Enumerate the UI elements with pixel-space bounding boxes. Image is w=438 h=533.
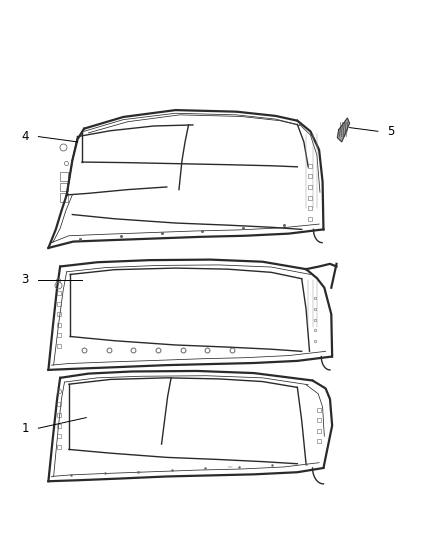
Text: 4: 4 bbox=[21, 130, 29, 143]
Text: 5: 5 bbox=[387, 125, 395, 138]
Text: 1: 1 bbox=[21, 422, 29, 435]
Polygon shape bbox=[337, 118, 350, 142]
Text: 3: 3 bbox=[21, 273, 29, 286]
